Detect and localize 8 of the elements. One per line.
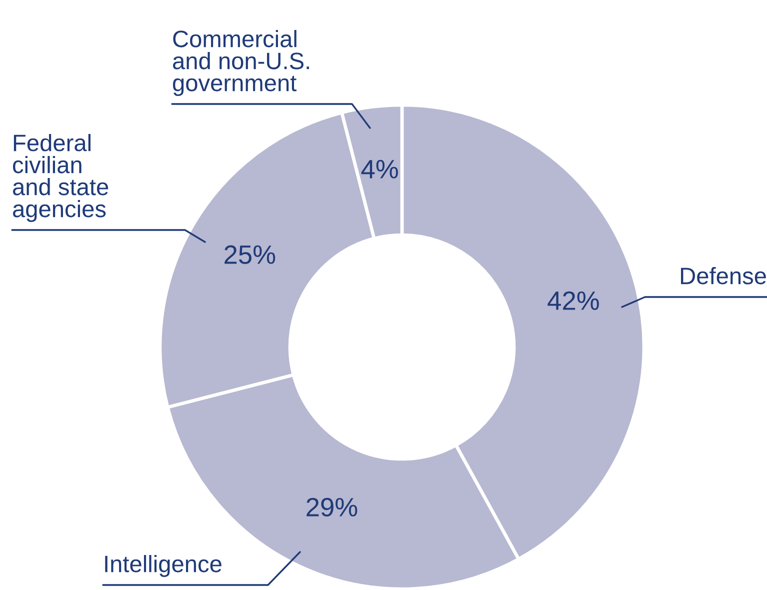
data-label: 25% (224, 245, 276, 264)
data-label: 4% (361, 160, 398, 178)
data-label: 42% (548, 291, 599, 310)
slice-label: Defense (681, 267, 766, 284)
data-label: 29% (306, 498, 358, 517)
slice-label: Intelligence (105, 554, 222, 577)
slice-label: Commercial and non-U.S. government (172, 30, 309, 96)
slice-label: Federal civilian and state agencies (13, 134, 108, 222)
